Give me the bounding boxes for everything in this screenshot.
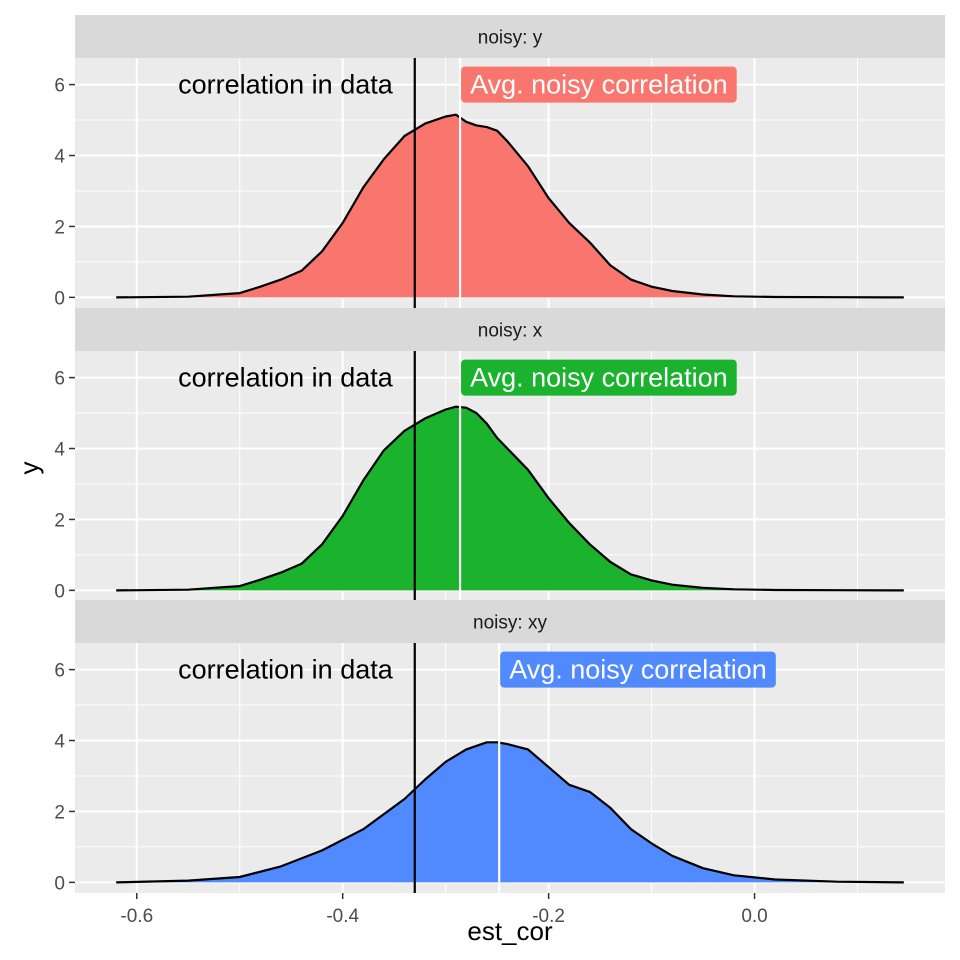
avg-correlation-label-box [461,66,737,103]
density-area [116,406,904,591]
x-tick-label: -0.2 [532,906,565,927]
density-outline [116,405,904,592]
density-outline [116,113,904,299]
facet-strip-label: noisy: x [478,321,543,342]
facet-strip-label: noisy: y [478,28,543,49]
y-tick-label: 0 [54,288,65,309]
facet-strip-label: noisy: xy [473,613,547,634]
y-tick-label: 2 [54,802,65,823]
y-tick-label: 0 [54,581,65,602]
x-tick-label: -0.4 [326,906,359,927]
y-tick-label: 2 [54,217,65,238]
avg-correlation-label: Avg. noisy correlation [509,655,767,685]
y-tick-label: 4 [54,147,65,168]
y-tick-label: 4 [54,732,65,753]
density-area [116,114,904,298]
x-tick-label: 0.0 [741,906,767,927]
density-area [116,742,904,883]
y-tick-label: 4 [54,440,65,461]
density-outline [116,741,904,884]
y-tick-label: 2 [54,510,65,531]
y-tick-label: 6 [54,661,65,682]
x-tick-label: -0.6 [120,906,153,927]
axes-layer: -0.6 -0.4 -0.2 0.0 [120,893,768,927]
y-tick-label: 6 [54,369,65,390]
panels-layer: noisy: y correlation in data Avg. noisy co… [54,15,945,894]
facet-panel-1: noisy: y correlation in data Avg. noisy co… [54,15,945,309]
y-tick-label: 6 [54,76,65,97]
facet-strip [75,15,945,58]
avg-correlation-label-box [500,651,776,688]
avg-correlation-label: Avg. noisy correlation [470,70,728,100]
data-correlation-label: correlation in data [178,363,394,393]
y-axis-title: y [14,462,44,475]
x-axis-title: est_cor [467,916,553,946]
y-tick-label: 0 [54,873,65,894]
data-correlation-label: correlation in data [178,70,394,100]
facet-strip [75,308,945,351]
facet-panel-3: noisy: xy correlation in data Avg. noisy c… [54,600,945,894]
facet-strip [75,600,945,643]
avg-correlation-label-box [461,359,737,396]
data-correlation-label: correlation in data [178,655,394,685]
avg-correlation-label: Avg. noisy correlation [470,363,728,393]
facet-panel-2: noisy: x correlation in data Avg. noisy co… [54,308,945,602]
